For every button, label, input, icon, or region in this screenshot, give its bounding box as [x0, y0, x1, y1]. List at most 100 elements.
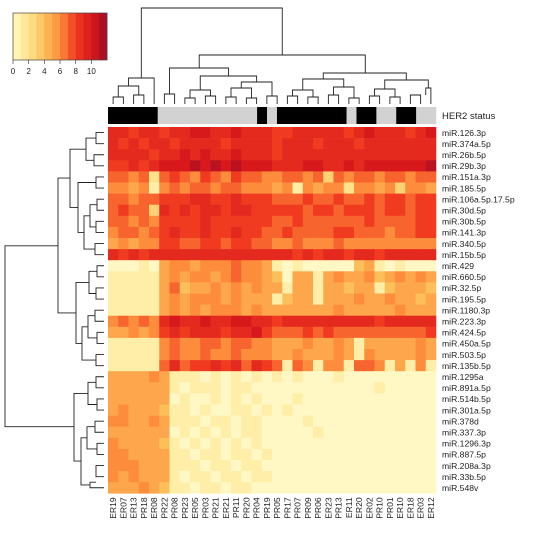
heatmap-cell — [333, 226, 345, 239]
heatmap-cell — [405, 404, 416, 416]
heatmap-cell — [395, 337, 406, 350]
heatmap-cell — [364, 127, 375, 139]
heatmap-cell — [159, 415, 170, 427]
heatmap-cell — [354, 326, 365, 339]
heatmap-cell — [425, 226, 437, 239]
heatmap-cell — [108, 471, 119, 483]
heatmap-cell — [384, 293, 396, 305]
heatmap-cell — [138, 337, 150, 350]
heatmap-cell — [138, 437, 150, 450]
heatmap-cell — [374, 282, 386, 294]
heatmap-cell — [323, 371, 334, 383]
heatmap-cell — [425, 404, 437, 416]
heatmap-cell — [108, 160, 119, 172]
heatmap-cell — [415, 404, 427, 416]
heatmap-cell — [384, 415, 396, 427]
heatmap-cell — [220, 293, 232, 305]
heatmap-cell — [405, 215, 416, 228]
heatmap-cell — [395, 215, 406, 228]
heatmap-cell — [405, 393, 416, 405]
heatmap-cell — [108, 415, 119, 427]
row-dendrogram-link — [87, 315, 97, 339]
heatmap-cell — [384, 471, 396, 483]
heatmap-cell — [302, 349, 314, 361]
heatmap-cell — [343, 471, 355, 483]
heatmap-cell — [292, 426, 304, 439]
heatmap-cell — [169, 271, 181, 283]
heatmap-cell — [425, 127, 437, 139]
row-dendrogram-link — [95, 287, 104, 300]
heatmap-cell — [425, 471, 437, 483]
heatmap-cell — [159, 326, 170, 339]
column-label: ER02 — [364, 497, 374, 519]
heatmap-cell — [364, 282, 375, 294]
heatmap-cell — [241, 404, 252, 416]
heatmap-cell — [292, 382, 304, 394]
heatmap-cell — [425, 193, 437, 205]
row-dendrogram-link — [93, 154, 104, 167]
heatmap-cell — [190, 226, 201, 239]
column-label: ER07 — [118, 497, 128, 519]
heatmap-cell — [282, 182, 293, 194]
heatmap-cell — [231, 337, 242, 350]
heatmap-cell — [272, 193, 283, 205]
heatmap-cell — [241, 204, 252, 217]
heatmap-cell — [343, 271, 355, 283]
heatmap-cell — [374, 260, 386, 272]
heatmap-cell — [313, 249, 324, 261]
heatmap-cell — [138, 260, 150, 272]
heatmap-cell — [292, 249, 304, 261]
heatmap-cell — [323, 471, 334, 483]
heatmap-cell — [128, 404, 140, 416]
heatmap-cell — [272, 304, 283, 316]
heatmap-cell — [354, 360, 365, 372]
color-key-swatch — [13, 13, 22, 60]
row-label: miR.1180.3p — [442, 305, 490, 315]
row-label: miR.29b.3p — [442, 161, 486, 171]
heatmap-cell — [302, 337, 314, 350]
column-dendrogram-link — [245, 97, 258, 104]
column-dendrogram-link — [307, 96, 319, 104]
heatmap-cell — [282, 260, 293, 272]
heatmap-cells — [108, 127, 437, 494]
heatmap-cell — [343, 349, 355, 361]
heatmap-cell — [415, 315, 427, 328]
heatmap-cell — [282, 482, 293, 494]
her2-status-cell — [197, 107, 208, 124]
heatmap-cell — [261, 304, 273, 316]
heatmap-cell — [343, 482, 355, 494]
heatmap-cell — [313, 171, 324, 183]
column-label: PR11 — [231, 497, 241, 518]
heatmap-cell — [251, 160, 263, 172]
heatmap-cell — [313, 471, 324, 483]
heatmap-cell — [272, 182, 283, 194]
heatmap-cell — [384, 127, 396, 139]
heatmap-cell — [364, 293, 375, 305]
heatmap-cell — [200, 471, 211, 483]
heatmap-cell — [220, 326, 232, 339]
row-label: miR.151a.3p — [442, 172, 491, 182]
heatmap-cell — [292, 193, 304, 205]
heatmap-cell — [220, 349, 232, 361]
heatmap-cell — [149, 360, 160, 372]
heatmap-cell — [302, 448, 314, 461]
heatmap-cell — [169, 471, 181, 483]
row-label: miR.1296.3p — [442, 439, 491, 449]
heatmap-cell — [200, 404, 211, 416]
heatmap-cell — [384, 315, 396, 328]
heatmap-cell — [231, 193, 242, 205]
heatmap-cell — [323, 149, 334, 161]
heatmap-cell — [118, 415, 129, 427]
heatmap-cell — [241, 249, 252, 261]
color-key-swatch — [75, 13, 84, 60]
heatmap-cell — [108, 360, 119, 372]
heatmap-cell — [415, 138, 427, 150]
heatmap-cell — [364, 138, 375, 150]
heatmap-cell — [415, 238, 427, 250]
heatmap-cell — [323, 193, 334, 205]
heatmap-cell — [384, 204, 396, 217]
heatmap-cell — [169, 326, 181, 339]
heatmap-cell — [169, 337, 181, 350]
heatmap-cell — [292, 482, 304, 494]
row-dendrogram-link — [4, 245, 74, 428]
